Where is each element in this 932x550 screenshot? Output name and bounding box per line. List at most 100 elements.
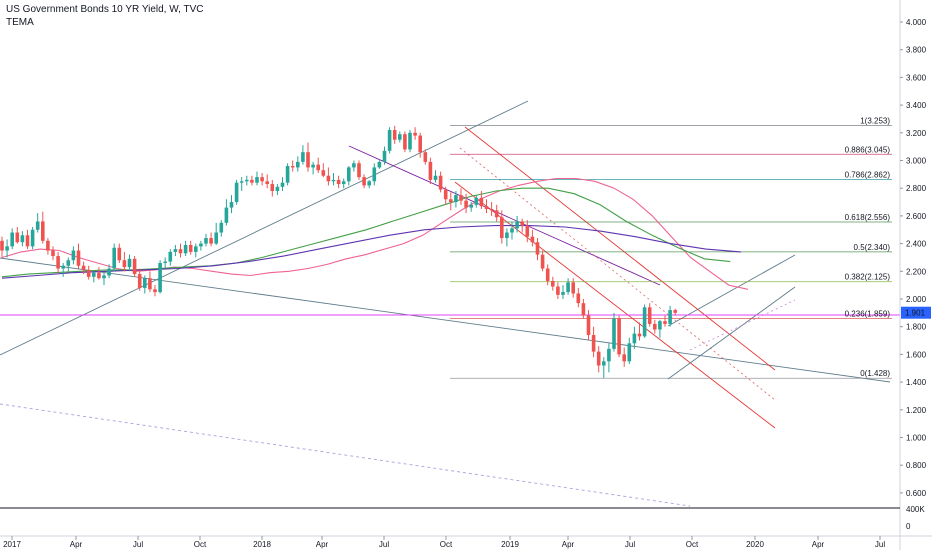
candle-up bbox=[255, 177, 259, 183]
rising-channel-upper bbox=[667, 254, 796, 327]
candle-up bbox=[377, 161, 382, 168]
y-tick-label: 0.600 bbox=[906, 489, 927, 498]
candle-up bbox=[382, 150, 387, 162]
candle-up bbox=[158, 262, 162, 293]
candle-up bbox=[658, 321, 662, 330]
y-tick-label: 3.800 bbox=[906, 46, 927, 55]
candle-up bbox=[163, 261, 167, 263]
candle-up bbox=[632, 333, 637, 344]
y-tick-label: 1.400 bbox=[906, 378, 927, 387]
candle-down bbox=[326, 175, 331, 182]
fib-level-label: 0(1.428) bbox=[860, 369, 890, 378]
candle-down bbox=[188, 244, 193, 252]
candle-down bbox=[97, 272, 101, 279]
candle-up bbox=[469, 204, 473, 208]
candle-up bbox=[352, 163, 356, 168]
candle-down bbox=[520, 221, 524, 226]
candle-down bbox=[260, 177, 264, 182]
candle-down bbox=[423, 152, 428, 162]
fib-level-label: 0.786(2.862) bbox=[845, 171, 891, 180]
candle-up bbox=[372, 167, 377, 182]
candle-up bbox=[30, 229, 35, 247]
candle-down bbox=[576, 293, 581, 304]
dashed-mid-line bbox=[459, 147, 776, 401]
upper-channel-line bbox=[0, 100, 529, 356]
candle-down bbox=[540, 254, 545, 269]
candle-down bbox=[530, 236, 535, 243]
candle-up bbox=[607, 348, 611, 362]
y-tick-label: 3.400 bbox=[906, 101, 927, 110]
candle-down bbox=[500, 217, 504, 239]
red-channel-upper bbox=[464, 126, 776, 371]
candle-up bbox=[347, 167, 351, 182]
candle-up bbox=[296, 161, 300, 168]
candle-up bbox=[454, 195, 458, 203]
candle-up bbox=[642, 307, 647, 337]
candle-up bbox=[66, 260, 71, 266]
candle-up bbox=[61, 265, 65, 269]
candle-down bbox=[551, 280, 555, 287]
fib-level-label: 0.886(3.045) bbox=[845, 145, 891, 154]
y-tick-label: 2.600 bbox=[906, 212, 927, 221]
candle-down bbox=[449, 199, 453, 203]
candle-up bbox=[612, 318, 616, 349]
candle-down bbox=[86, 269, 91, 277]
candle-down bbox=[148, 278, 152, 290]
candle-down bbox=[362, 177, 366, 186]
y-tick-label: 1.800 bbox=[906, 323, 927, 332]
candle-up bbox=[331, 179, 336, 182]
candle-down bbox=[494, 210, 499, 218]
candle-up bbox=[112, 247, 116, 269]
y-tick-label: 2.400 bbox=[906, 240, 927, 249]
candle-down bbox=[484, 206, 489, 209]
candle-up bbox=[219, 222, 224, 233]
red-channel-lower bbox=[454, 181, 776, 429]
sma-purple-line bbox=[1, 225, 742, 279]
x-tick-label: Oct bbox=[686, 540, 699, 549]
candle-down bbox=[413, 132, 417, 136]
candle-up bbox=[510, 228, 514, 233]
indicator-label: TEMA bbox=[6, 17, 34, 28]
candle-up bbox=[71, 250, 76, 261]
candle-down bbox=[122, 260, 127, 268]
candle-down bbox=[556, 286, 560, 295]
candle-up bbox=[433, 175, 438, 180]
x-tick-label: 2019 bbox=[501, 540, 519, 549]
candle-down bbox=[178, 249, 183, 254]
candle-down bbox=[591, 335, 596, 352]
y-tick-label: 3.000 bbox=[906, 157, 927, 166]
candle-up bbox=[183, 244, 188, 254]
x-tick-label: Jul bbox=[379, 540, 389, 549]
candle-up bbox=[35, 221, 40, 230]
candle-up bbox=[408, 132, 412, 150]
x-tick-label: Apr bbox=[70, 540, 83, 549]
candle-down bbox=[117, 247, 122, 261]
x-tick-label: Jul bbox=[625, 540, 635, 549]
fib-level-label: 0.236(1.859) bbox=[845, 310, 891, 319]
volume-label: 0 bbox=[906, 522, 911, 531]
x-tick-label: Oct bbox=[440, 540, 453, 549]
candle-down bbox=[336, 179, 341, 185]
candle-down bbox=[403, 134, 407, 150]
candle-up bbox=[474, 197, 479, 205]
candle-up bbox=[92, 272, 96, 277]
candle-down bbox=[586, 315, 591, 336]
candle-down bbox=[290, 166, 295, 168]
long-dashed-line bbox=[0, 403, 691, 507]
candle-down bbox=[153, 289, 157, 293]
candle-down bbox=[137, 274, 142, 288]
candle-down bbox=[76, 250, 81, 266]
fib-level-label: 0.618(2.556) bbox=[845, 213, 891, 222]
candle-up bbox=[275, 186, 280, 191]
candle-down bbox=[535, 242, 540, 255]
candle-up bbox=[602, 361, 606, 366]
candle-down bbox=[617, 318, 621, 355]
candle-down bbox=[653, 323, 657, 330]
candle-down bbox=[596, 351, 601, 366]
last-price-value: 1.901 bbox=[905, 309, 926, 318]
chart-title: US Government Bonds 10 YR Yield, W, TVC bbox=[6, 4, 204, 15]
candle-up bbox=[515, 221, 519, 229]
candle-up bbox=[301, 152, 305, 162]
